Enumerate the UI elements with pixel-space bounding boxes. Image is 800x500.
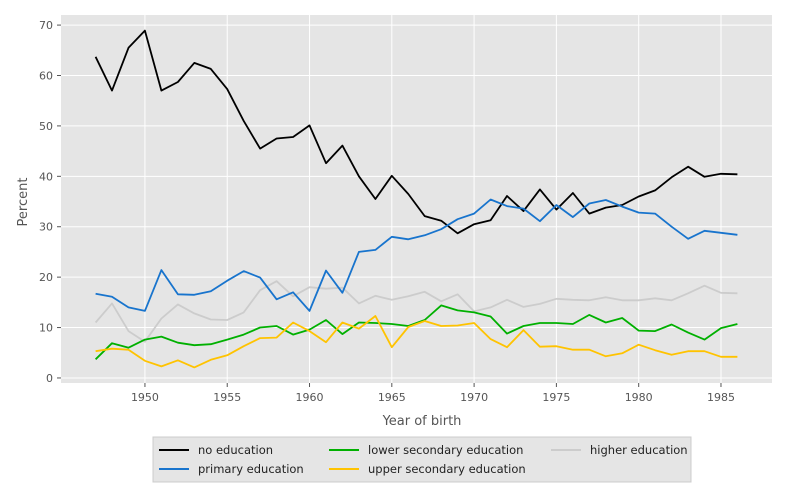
series-line-primary-education [95, 198, 738, 312]
x-axis-ticks: 1950 1955 1960 1965 1970 1975 1980 1985 [131, 383, 735, 404]
x-tick-label: 1955 [213, 391, 241, 404]
y-axis-ticks: 0 10 20 30 40 50 60 70 [39, 19, 61, 385]
gridlines [61, 15, 772, 383]
legend-label: lower secondary education [368, 443, 523, 457]
y-tick-label: 60 [39, 69, 53, 82]
x-tick-label: 1950 [131, 391, 159, 404]
series-line-upper-secondary-education [95, 315, 738, 369]
y-tick-label: 50 [39, 120, 53, 133]
y-axis-label: Percent [16, 178, 31, 227]
series-lines [94, 29, 738, 369]
legend-label: no education [198, 443, 273, 457]
legend-box [152, 436, 692, 483]
legend: no education primary education lower secon… [152, 436, 692, 483]
y-tick-label: 30 [39, 221, 53, 234]
x-tick-label: 1985 [707, 391, 735, 404]
y-tick-label: 10 [39, 322, 53, 335]
legend-label: primary education [198, 462, 304, 476]
y-tick-label: 0 [46, 372, 53, 385]
legend-label: higher education [590, 443, 688, 457]
legend-label: upper secondary education [368, 462, 526, 476]
y-tick-label: 20 [39, 271, 53, 284]
series-line-higher-education [94, 280, 738, 343]
x-tick-label: 1970 [460, 391, 488, 404]
y-tick-label: 70 [39, 19, 53, 32]
x-tick-label: 1965 [378, 391, 406, 404]
series-line-lower-secondary-education [94, 304, 738, 360]
plot-area [61, 15, 772, 383]
x-tick-label: 1960 [296, 391, 324, 404]
y-tick-label: 40 [39, 170, 53, 183]
x-axis-label: Year of birth [382, 414, 462, 429]
x-tick-label: 1980 [625, 391, 653, 404]
x-tick-label: 1975 [542, 391, 570, 404]
series-line-no-education [94, 29, 738, 235]
